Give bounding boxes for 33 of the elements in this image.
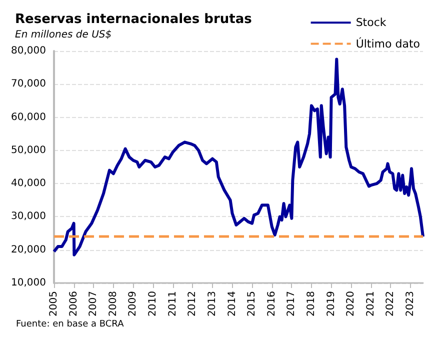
x-tick-label: 2011 — [167, 291, 178, 316]
x-tick-label: 2018 — [306, 291, 317, 316]
y-tick-label: 10,000 — [11, 278, 46, 288]
chart-subtitle: En millones de US$ — [15, 30, 112, 40]
x-tick-label: 2010 — [148, 291, 159, 316]
y-tick-label: 20,000 — [11, 244, 46, 256]
y-tick-label: 70,000 — [11, 78, 46, 90]
y-tick-label: 40,000 — [11, 178, 46, 190]
legend-label: Stock — [356, 16, 387, 30]
x-tick-label: 2015 — [246, 291, 258, 316]
y-tick-label: 80,000 — [11, 46, 46, 56]
x-tick-label: 2020 — [346, 291, 357, 316]
x-tick-label: 2014 — [226, 291, 238, 316]
x-tick-label: 2019 — [326, 291, 337, 316]
chart-title: Reservas internacionales brutas — [15, 12, 252, 27]
y-tick-label: 60,000 — [11, 112, 46, 123]
source-note: Fuente: en base a BCRA — [16, 320, 125, 330]
line-series — [52, 58, 424, 256]
x-tick-label: 2012 — [187, 291, 198, 316]
x-tick-label: 2006 — [68, 291, 80, 316]
x-tick-label: 2016 — [266, 291, 278, 316]
x-tick-label: 2023 — [405, 291, 416, 316]
x-tick-label: 2013 — [206, 291, 218, 316]
x-tick-label: 2021 — [365, 291, 376, 316]
y-tick-label: 30,000 — [11, 211, 46, 222]
x-tick-label: 2008 — [108, 291, 119, 316]
x-tick-label: 2005 — [48, 291, 60, 316]
x-tick-label: 2022 — [385, 291, 396, 316]
legend-label: Último dato — [356, 36, 420, 50]
x-tick-label: 2009 — [128, 291, 139, 316]
x-tick-label: 2007 — [88, 291, 100, 316]
x-tick-label: 2017 — [286, 291, 298, 316]
y-tick-label: 50,000 — [11, 144, 46, 156]
